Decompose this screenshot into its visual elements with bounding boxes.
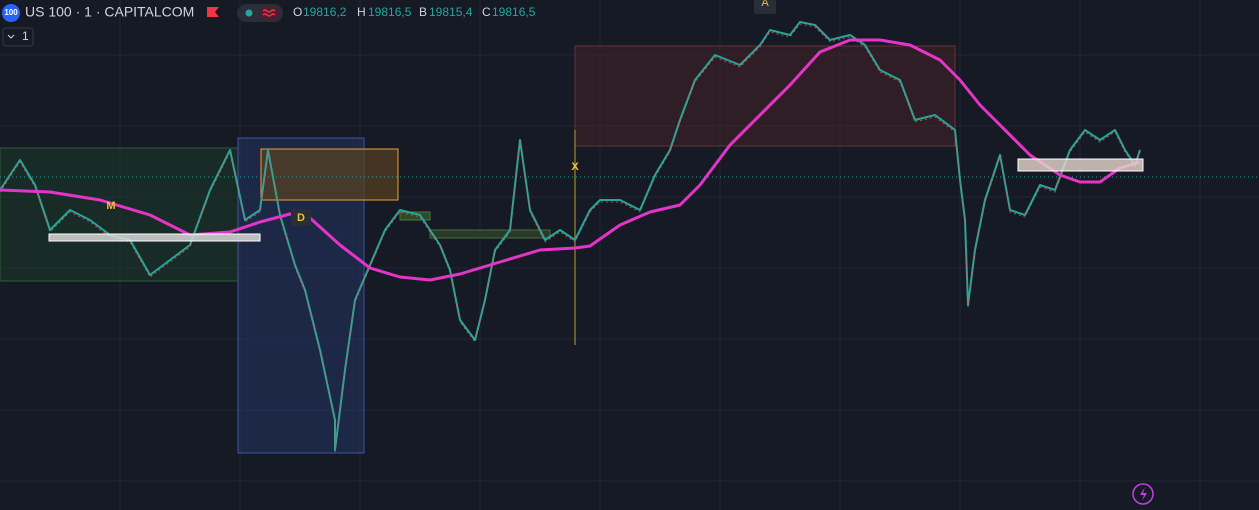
marker-bg xyxy=(291,209,311,226)
interval: 1 xyxy=(22,29,29,43)
level-box xyxy=(48,233,261,242)
marker-bg xyxy=(754,0,776,14)
ohlc-value: 19816,5 xyxy=(368,5,412,19)
zone-small xyxy=(399,211,431,221)
header: 100 US 100 · 1 · CAPITALCOM O 19816,2 H … xyxy=(2,4,536,47)
ohlc-label: H xyxy=(357,5,366,19)
marker: X xyxy=(571,161,579,173)
ohlc-value: 19815,4 xyxy=(429,5,473,19)
symbol-title[interactable]: US 100 · 1 · CAPITALCOM xyxy=(25,4,194,20)
status-wave-bg xyxy=(259,6,279,20)
status-dot xyxy=(245,9,253,17)
ohlc-value: 19816,5 xyxy=(492,5,536,19)
status-wave xyxy=(262,9,276,17)
ohlc-label: O xyxy=(293,5,302,19)
interval-button[interactable] xyxy=(2,27,34,47)
marker: M xyxy=(106,200,115,212)
zone-orange xyxy=(260,148,399,201)
ohlc-label: C xyxy=(482,5,491,19)
zone-red xyxy=(574,45,956,147)
zone-green xyxy=(0,147,239,282)
marker: A xyxy=(761,0,769,9)
ohlc-value: 19816,2 xyxy=(303,5,347,19)
chevron xyxy=(7,34,15,39)
marker: D xyxy=(297,212,305,224)
level-box xyxy=(1017,158,1144,172)
lightning-button[interactable] xyxy=(1132,483,1154,505)
symbol-icon xyxy=(2,4,20,22)
zone-small xyxy=(429,229,551,239)
price-path xyxy=(0,21,1141,451)
symbol-icon-text: 100 xyxy=(4,8,18,17)
flag-icon[interactable] xyxy=(207,7,219,17)
lightning-icon xyxy=(1140,487,1147,501)
ohlc-label: B xyxy=(419,5,427,19)
moving-average xyxy=(0,38,1141,282)
